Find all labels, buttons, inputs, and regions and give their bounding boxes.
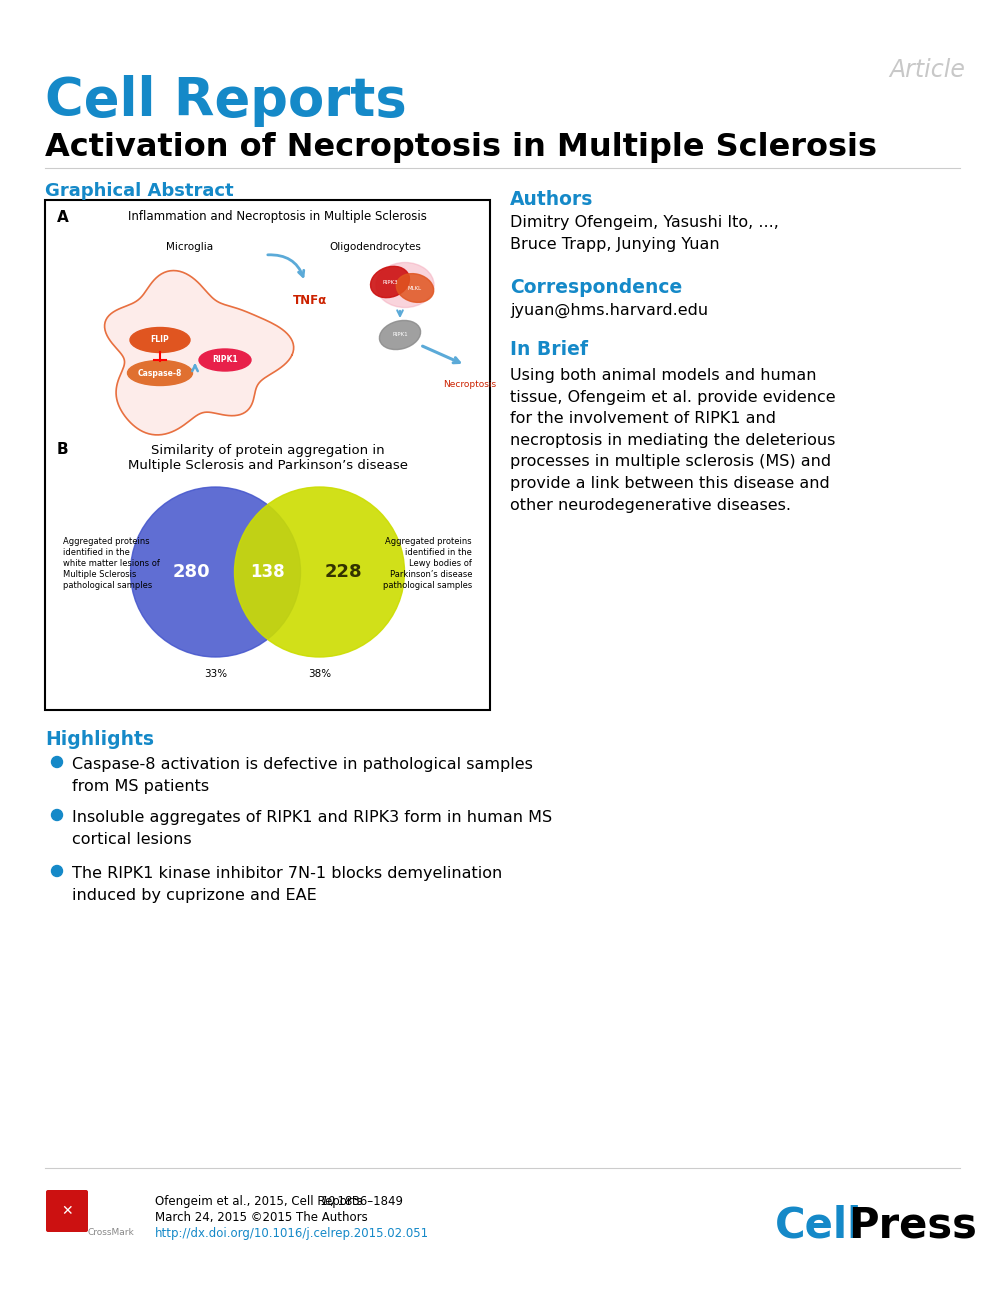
Text: 38%: 38%: [308, 669, 331, 679]
Circle shape: [51, 809, 62, 821]
Text: ✕: ✕: [61, 1205, 72, 1218]
Text: Authors: Authors: [510, 191, 593, 209]
Text: Aggregated proteins
identified in the
Lewy bodies of
Parkinson’s disease
patholo: Aggregated proteins identified in the Le…: [383, 536, 472, 590]
Text: http://dx.doi.org/10.1016/j.celrep.2015.02.051: http://dx.doi.org/10.1016/j.celrep.2015.…: [155, 1227, 429, 1240]
Text: Ofengeim et al., 2015, Cell Reports: Ofengeim et al., 2015, Cell Reports: [155, 1195, 367, 1208]
Text: Using both animal models and human
tissue, Ofengeim et al. provide evidence
for : Using both animal models and human tissu…: [510, 368, 835, 513]
Bar: [45, 200, 490, 710]
Text: RIPK1: RIPK1: [212, 355, 238, 364]
Text: Aggregated proteins
identified in the
white matter lesions of
Multiple Sclerosis: Aggregated proteins identified in the wh…: [63, 536, 160, 590]
Text: Press: Press: [848, 1205, 977, 1248]
FancyBboxPatch shape: [46, 1190, 88, 1232]
Ellipse shape: [371, 266, 409, 298]
Text: jyuan@hms.harvard.edu: jyuan@hms.harvard.edu: [510, 303, 709, 318]
Text: The RIPK1 kinase inhibitor 7N-1 blocks demyelination
induced by cuprizone and EA: The RIPK1 kinase inhibitor 7N-1 blocks d…: [72, 867, 502, 903]
Circle shape: [51, 865, 62, 877]
Text: Article: Article: [889, 57, 965, 82]
Text: CrossMark: CrossMark: [88, 1228, 135, 1237]
Text: Cell: Cell: [775, 1205, 862, 1248]
Circle shape: [234, 487, 404, 656]
Text: , 1836–1849: , 1836–1849: [330, 1195, 403, 1208]
Text: Microglia: Microglia: [167, 241, 213, 252]
Text: In Brief: In Brief: [510, 341, 588, 359]
Text: B: B: [57, 442, 68, 457]
Text: MLKL: MLKL: [408, 286, 422, 291]
Text: 33%: 33%: [204, 669, 227, 679]
Ellipse shape: [128, 360, 193, 385]
Text: Insoluble aggregates of RIPK1 and RIPK3 form in human MS
cortical lesions: Insoluble aggregates of RIPK1 and RIPK3 …: [72, 810, 552, 847]
Text: Necroptosis: Necroptosis: [443, 380, 496, 389]
Text: TNFα: TNFα: [292, 294, 327, 307]
Text: FLIP: FLIP: [151, 335, 170, 345]
Text: Activation of Necroptosis in Multiple Sclerosis: Activation of Necroptosis in Multiple Sc…: [45, 132, 877, 163]
Ellipse shape: [130, 328, 190, 352]
Text: RIPK3: RIPK3: [382, 279, 398, 284]
Text: RIPK1: RIPK1: [392, 333, 408, 338]
Text: A: A: [57, 210, 68, 224]
Ellipse shape: [380, 321, 421, 350]
Polygon shape: [105, 270, 293, 435]
Ellipse shape: [199, 348, 251, 371]
Text: 10: 10: [320, 1195, 335, 1208]
Text: 138: 138: [250, 562, 284, 581]
Text: Highlights: Highlights: [45, 729, 154, 749]
Ellipse shape: [396, 274, 434, 303]
Text: 280: 280: [173, 562, 210, 581]
Text: March 24, 2015 ©2015 The Authors: March 24, 2015 ©2015 The Authors: [155, 1211, 368, 1224]
Circle shape: [131, 487, 300, 656]
Text: Graphical Abstract: Graphical Abstract: [45, 181, 233, 200]
Text: 228: 228: [325, 562, 363, 581]
Text: Correspondence: Correspondence: [510, 278, 682, 298]
Text: Dimitry Ofengeim, Yasushi Ito, ...,
Bruce Trapp, Junying Yuan: Dimitry Ofengeim, Yasushi Ito, ..., Bruc…: [510, 215, 779, 252]
Text: Oligodendrocytes: Oligodendrocytes: [329, 241, 421, 252]
Ellipse shape: [376, 262, 434, 308]
Text: Caspase-8 activation is defective in pathological samples
from MS patients: Caspase-8 activation is defective in pat…: [72, 757, 533, 793]
Text: Inflammation and Necroptosis in Multiple Sclerosis: Inflammation and Necroptosis in Multiple…: [128, 210, 427, 223]
Text: Cell Reports: Cell Reports: [45, 74, 407, 127]
Text: Similarity of protein aggregation in
Multiple Sclerosis and Parkinson’s disease: Similarity of protein aggregation in Mul…: [128, 444, 407, 472]
Circle shape: [51, 757, 62, 767]
Text: Caspase-8: Caspase-8: [138, 368, 182, 377]
